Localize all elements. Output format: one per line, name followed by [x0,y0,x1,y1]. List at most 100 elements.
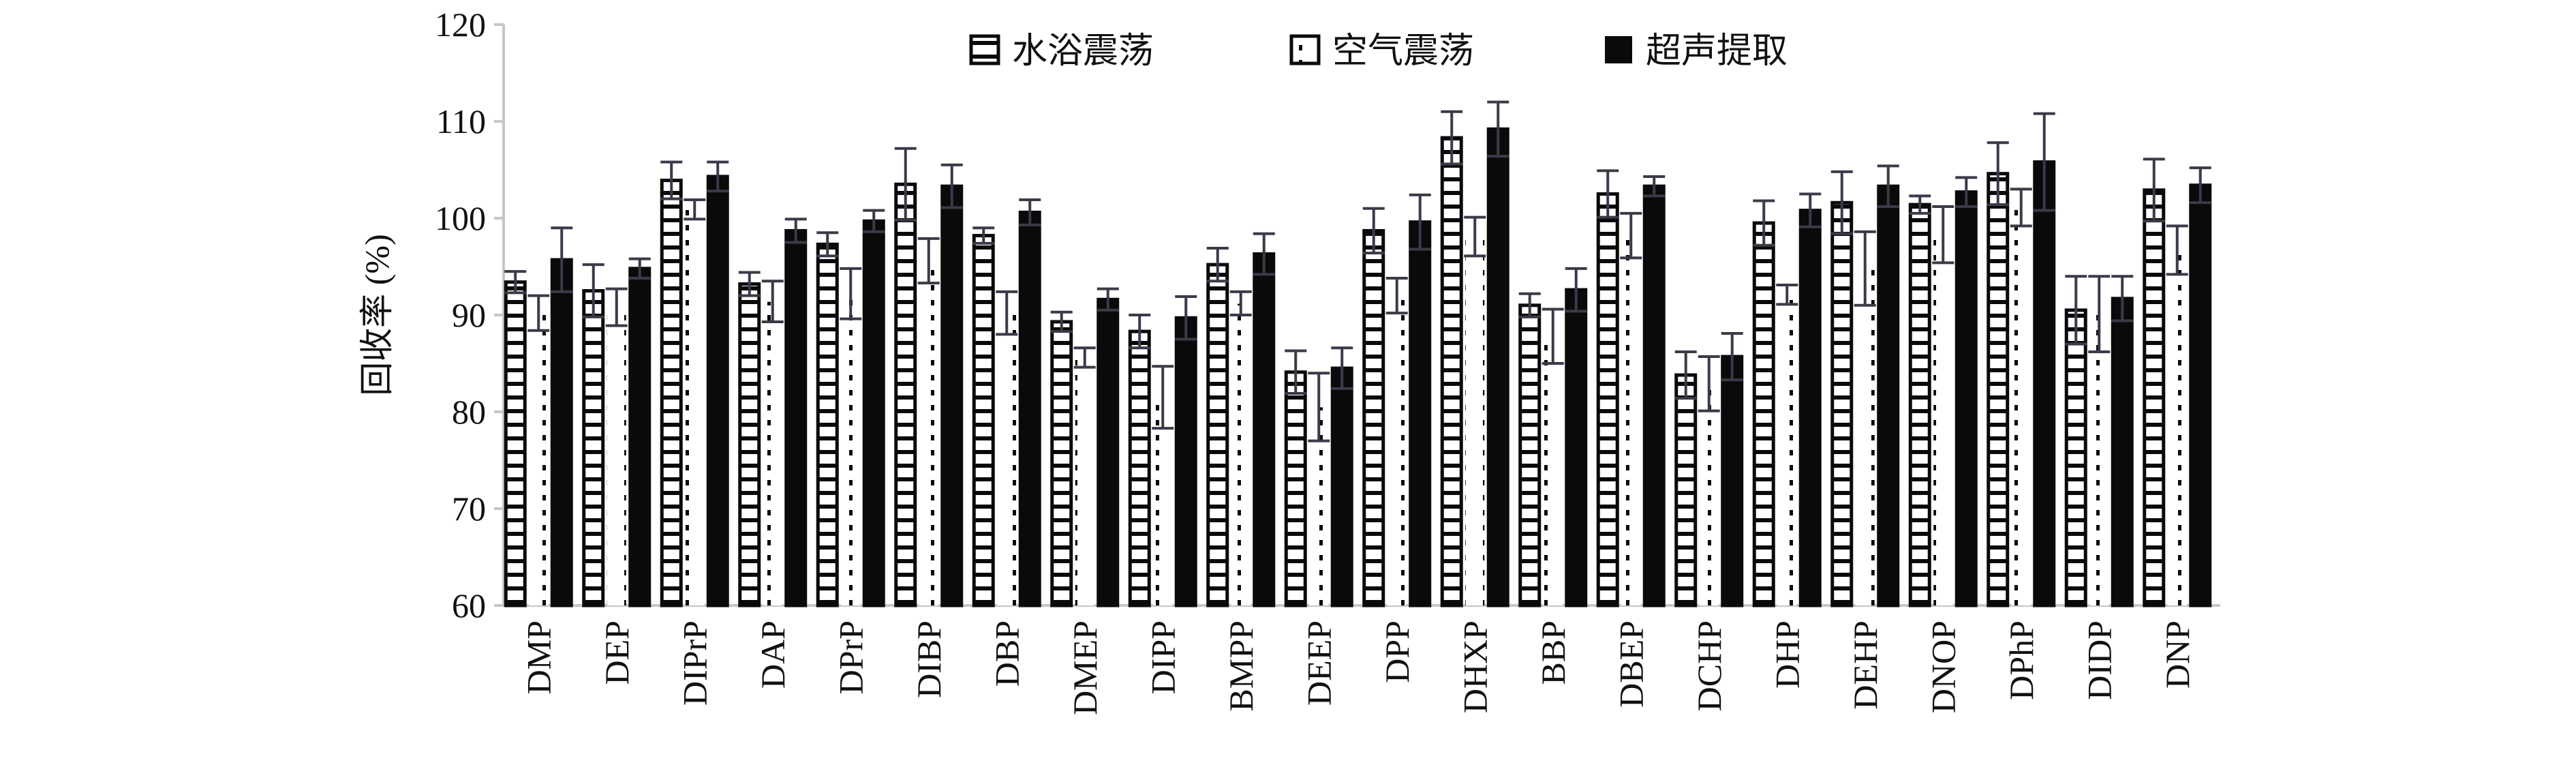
x-tick-label: DHP [1768,620,1806,689]
error-bar-DPhP-series-0 [1987,141,2009,207]
legend-label: 超声提取 [1646,32,1788,71]
bar-DEP-series-0 [582,289,605,608]
bar-DIPP-series-2 [1174,316,1197,608]
error-bar-DEP-series-1 [605,287,628,327]
y-axis-label: 回收率 (%) [358,234,396,395]
bar-DBEP-series-1 [1621,235,1641,605]
error-bar-DNOP-series-2 [1955,176,1978,208]
x-tick-label: DHXP [1456,620,1494,713]
bar-DBEP-series-2 [1642,184,1666,608]
bar-DPP-series-2 [1409,220,1432,608]
x-tick-label: DNOP [1924,620,1962,713]
bar-DMP-series-0 [504,280,527,608]
bar-DNOP-series-0 [1908,202,1931,608]
bar-DMEP-series-1 [1075,357,1094,605]
bar-DPrP-series-1 [841,293,861,605]
y-tick-label: 60 [452,586,486,625]
error-bar-BMPP-series-1 [1229,290,1252,316]
error-bar-DIPrP-series-1 [684,198,706,221]
bar-DEHP-series-0 [1830,200,1854,608]
x-tick-label: DBEP [1612,620,1650,708]
y-tick-labels: 60 70 80 90 100 110 120 [435,5,486,625]
error-bar-DEHP-series-2 [1877,164,1899,208]
legend-label: 水浴震荡 [1012,32,1154,71]
error-bar-DHXP-series-0 [1441,110,1463,166]
error-bar-DNP-series-0 [2143,158,2165,223]
bar-BMPP-series-0 [1206,262,1229,608]
bar-DHP-series-0 [1752,221,1775,608]
bar-DPrP-series-0 [816,242,839,608]
error-bar-DIPrP-series-2 [707,160,729,193]
error-bar-DHXP-series-2 [1487,100,1509,158]
error-bar-DHP-series-0 [1753,199,1775,247]
error-bar-DIDP-series-1 [2088,275,2111,353]
x-tick-label: DAP [754,620,792,689]
bar-DCHP-series-1 [1699,383,1719,605]
x-tick-label: DNP [2158,620,2196,689]
y-tick-label: 110 [436,102,486,140]
error-bar-BBP-series-1 [1542,308,1564,365]
error-bar-DCHP-series-1 [1698,355,1720,412]
bar-DMP-series-1 [529,313,549,605]
legend-swatch-1 [1289,34,1321,65]
x-tick-label: DIPrP [675,620,714,706]
bar-DBP-series-2 [1018,210,1041,608]
x-tick-label: DMEP [1066,620,1104,715]
legend-swatch-0 [969,34,1000,65]
legend-swatch-2 [1605,36,1632,63]
x-tick-label: DEHP [1846,620,1884,710]
error-bar-DIBP-series-0 [894,147,917,222]
bar-DEP-series-2 [628,267,651,608]
bar-DPrP-series-2 [862,219,885,608]
error-bar-DNOP-series-0 [1909,194,1931,215]
bar-DAP-series-0 [738,282,761,608]
bars [504,100,2212,608]
error-bar-DMP-series-0 [504,270,527,295]
bar-DNP-series-1 [2167,250,2187,605]
error-bar-DIDP-series-2 [2111,275,2134,322]
bar-DNOP-series-2 [1954,190,1978,608]
error-bar-DAP-series-2 [784,217,807,244]
bar-DEHP-series-2 [1877,184,1900,608]
x-tick-label: DMP [519,620,557,694]
bar-DIPrP-series-1 [685,209,705,606]
error-bar-BMPP-series-0 [1206,247,1229,283]
bar-DEEP-series-2 [1330,366,1353,608]
error-bar-DAP-series-1 [761,280,784,323]
bar-DHP-series-2 [1798,209,1822,608]
error-bar-DPrP-series-0 [816,231,839,258]
y-tick-label: 100 [435,199,486,237]
error-bar-DEHP-series-0 [1830,170,1853,235]
error-bar-DMEP-series-1 [1073,346,1096,369]
x-tick-labels: DMP DEP DIPrP DAP DPrP DIBP DBP DMEP DIPP BMPP DEE… [519,620,2196,715]
x-tick-label: BBP [1534,620,1572,685]
bar-DHXP-series-1 [1465,236,1485,606]
error-bar-DIPP-series-1 [1152,365,1174,430]
error-bar-DCHP-series-0 [1674,350,1697,400]
error-bar-DBEP-series-1 [1620,211,1642,260]
x-tick-label: DPP [1378,620,1416,683]
error-bar-DEHP-series-1 [1854,230,1876,307]
x-tick-label: DEP [598,620,636,685]
error-bar-DIBP-series-2 [940,163,963,209]
bar-DIPrP-series-2 [706,175,729,608]
error-bar-DNP-series-2 [2189,166,2211,205]
error-bar-DBEP-series-0 [1597,169,1619,219]
error-bar-DMP-series-1 [527,294,550,332]
bar-DEP-series-1 [607,307,626,605]
bar-DNP-series-0 [2143,188,2166,608]
bar-DMP-series-2 [550,258,573,608]
x-tick-label: BMPP [1222,620,1260,711]
error-bar-DPrP-series-1 [840,267,862,320]
bar-DIBP-series-1 [919,260,938,605]
bar-DPhP-series-0 [1987,172,2010,608]
bar-DHXP-series-0 [1440,136,1463,608]
error-bar-DNP-series-1 [2166,224,2188,276]
y-tick-label: 70 [452,490,486,528]
legend-label: 空气震荡 [1332,32,1474,71]
error-bar-DIBP-series-1 [917,237,940,285]
x-tick-label: DIPP [1144,620,1182,694]
error-bar-DEEP-series-1 [1308,372,1330,442]
bar-DBEP-series-0 [1596,192,1619,608]
error-bar-BBP-series-0 [1518,292,1541,318]
